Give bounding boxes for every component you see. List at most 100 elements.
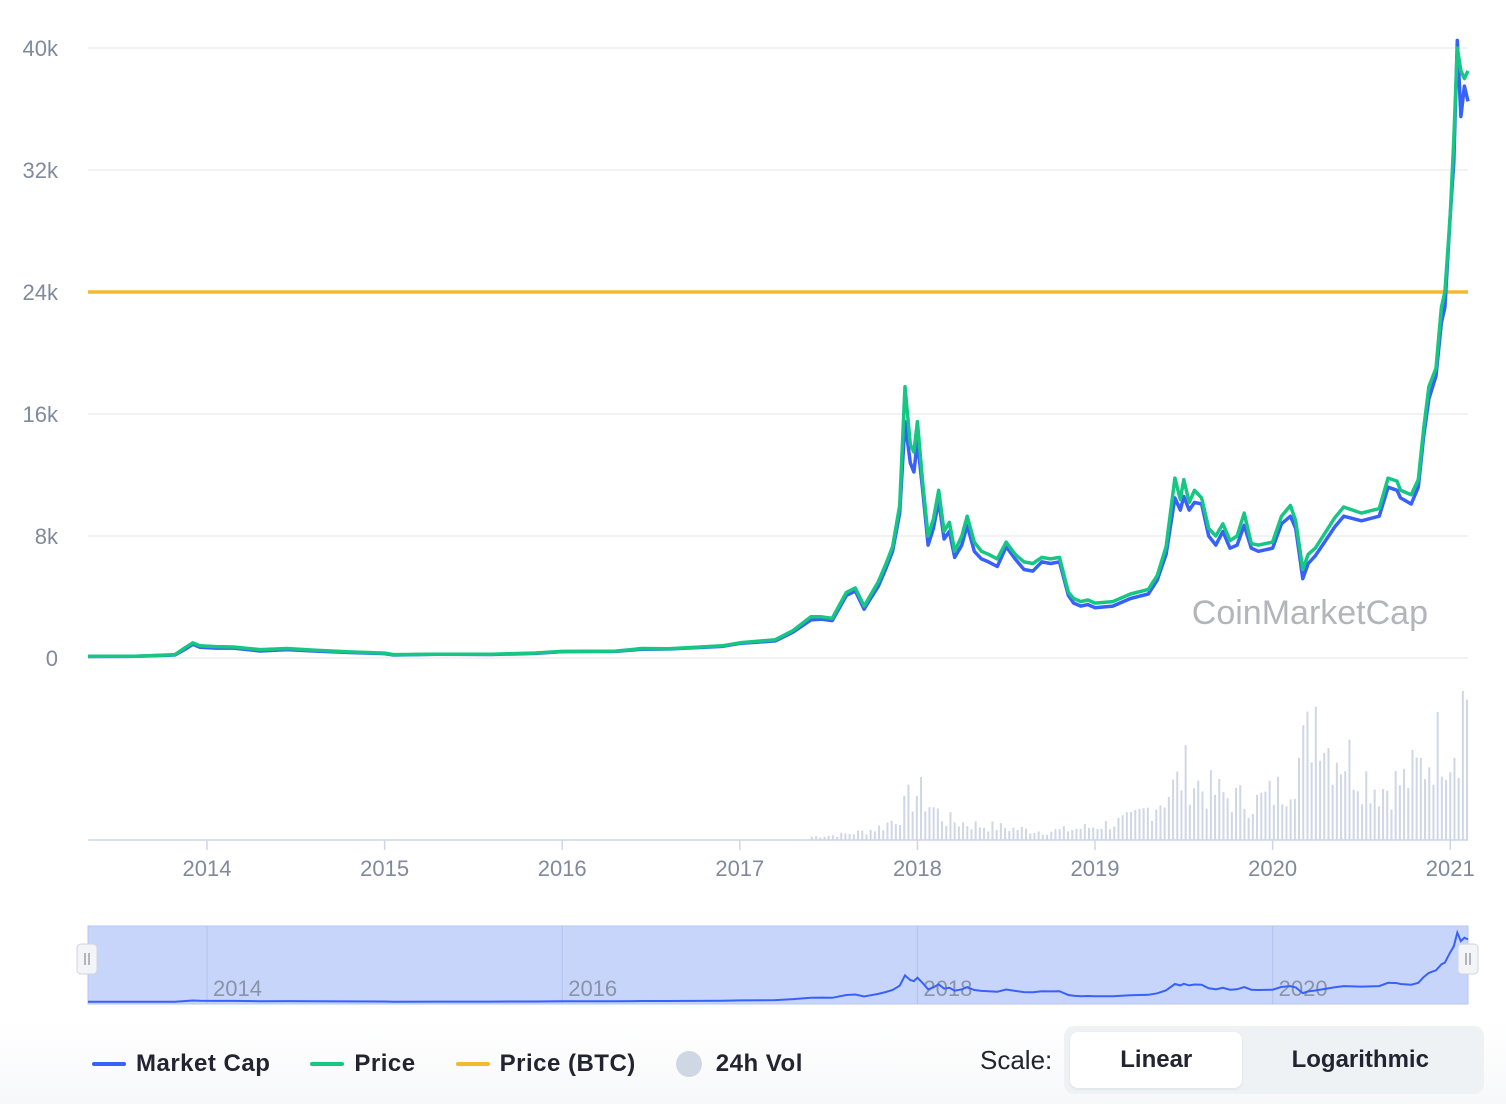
legend-item-price[interactable]: Price xyxy=(310,1050,415,1078)
volume-bar xyxy=(865,834,868,840)
volume-bar xyxy=(1100,828,1103,840)
volume-bar xyxy=(1243,808,1246,840)
x-tick-label: 2017 xyxy=(715,856,764,881)
volume-bar xyxy=(1180,790,1183,840)
volume-bar xyxy=(1277,776,1280,840)
volume-bar xyxy=(911,811,914,840)
volume-bar xyxy=(1096,829,1099,840)
volume-dot-icon xyxy=(675,1051,702,1077)
chart-legend: Market Cap Price Price (BTC) 24h Vol xyxy=(92,1046,803,1082)
volume-bar xyxy=(823,836,826,840)
market-cap-swatch xyxy=(92,1062,126,1066)
volume-bar xyxy=(844,833,847,840)
volume-bar xyxy=(1041,834,1044,840)
navigator-tick-label: 2020 xyxy=(1279,976,1328,1001)
volume-bar xyxy=(1390,809,1393,840)
volume-bar xyxy=(1293,798,1296,840)
volume-bar xyxy=(1083,824,1086,840)
volume-bar xyxy=(1407,788,1410,840)
volume-bar xyxy=(957,826,960,840)
volume-bar xyxy=(1247,817,1250,840)
volume-bar xyxy=(974,821,977,840)
volume-bar xyxy=(1159,805,1162,840)
volume-bar xyxy=(861,830,864,840)
volume-bar xyxy=(1020,827,1023,840)
volume-bar xyxy=(1193,788,1196,840)
volume-bar xyxy=(840,832,843,840)
navigator-handle-right[interactable] xyxy=(1457,943,1479,975)
volume-bar xyxy=(1033,833,1036,840)
y-tick-label: 8k xyxy=(35,524,59,549)
volume-bar xyxy=(857,830,860,840)
volume-bar xyxy=(1449,772,1452,840)
volume-bar xyxy=(1352,789,1355,840)
volume-bar xyxy=(1037,831,1040,840)
volume-bar xyxy=(1361,804,1364,840)
navigator-selected-range[interactable] xyxy=(87,925,1469,1005)
volume-bar xyxy=(1184,745,1187,840)
volume-bar xyxy=(1167,796,1170,840)
volume-bar xyxy=(1440,776,1443,840)
volume-bar xyxy=(1419,757,1422,840)
volume-bars xyxy=(810,690,1469,840)
volume-bar xyxy=(1058,829,1061,840)
volume-bar xyxy=(1222,792,1225,840)
volume-bar xyxy=(1109,829,1112,840)
x-axis-ticks: 2014 2015 2016 2017 2018 2019 2020 2021 xyxy=(183,840,1475,881)
volume-bar xyxy=(869,829,872,840)
volume-bar xyxy=(1466,699,1469,840)
volume-bar xyxy=(1146,807,1149,840)
legend-item-market-cap[interactable]: Market Cap xyxy=(92,1050,270,1078)
scale-selector: Scale: Linear Logarithmic xyxy=(980,1020,1485,1100)
volume-bar xyxy=(1235,787,1238,840)
legend-label: 24h Vol xyxy=(715,1050,803,1077)
volume-bar xyxy=(848,833,851,840)
x-tick-label: 2016 xyxy=(538,856,587,881)
volume-bar xyxy=(1008,831,1011,840)
volume-bar xyxy=(1130,811,1133,840)
x-tick-label: 2014 xyxy=(183,856,232,881)
volume-bar xyxy=(1398,785,1401,840)
volume-bar xyxy=(1104,821,1107,840)
volume-bar xyxy=(995,830,998,840)
x-tick-label: 2018 xyxy=(893,856,942,881)
volume-bar xyxy=(1302,725,1305,840)
volume-bar xyxy=(1113,826,1116,840)
x-tick-label: 2015 xyxy=(360,856,409,881)
volume-bar xyxy=(1268,780,1271,840)
scale-linear-button[interactable]: Linear xyxy=(1070,1032,1243,1088)
volume-bar xyxy=(962,822,965,840)
volume-bar xyxy=(1067,831,1070,840)
volume-bar xyxy=(878,825,881,840)
volume-bar xyxy=(890,820,893,840)
volume-bar xyxy=(966,826,969,840)
volume-bar xyxy=(1214,794,1217,840)
legend-item-price-btc[interactable]: Price (BTC) xyxy=(455,1050,636,1078)
navigator-handle-left[interactable] xyxy=(76,943,98,975)
volume-bar xyxy=(1205,808,1208,840)
volume-bar xyxy=(1335,762,1338,840)
volume-bar xyxy=(1176,771,1179,840)
volume-bar xyxy=(1310,762,1313,840)
volume-bar xyxy=(1356,791,1359,840)
volume-bar xyxy=(953,822,956,840)
volume-bar xyxy=(1201,791,1204,840)
volume-bar xyxy=(983,827,986,840)
volume-bar xyxy=(1453,757,1456,840)
volume-bar xyxy=(1088,827,1091,840)
volume-bar xyxy=(1260,792,1263,840)
legend-item-24h-vol[interactable]: 24h Vol xyxy=(675,1050,803,1078)
volume-bar xyxy=(1373,789,1376,840)
navigator-gridlines xyxy=(206,926,1274,1004)
volume-bar xyxy=(949,812,952,840)
volume-bar xyxy=(1239,785,1242,840)
scale-logarithmic-button[interactable]: Logarithmic xyxy=(1291,1046,1429,1073)
volume-bar xyxy=(1230,812,1233,840)
volume-bar xyxy=(1012,827,1015,840)
volume-bar xyxy=(1432,784,1435,840)
range-navigator[interactable]: 2014 2016 2018 2020 xyxy=(76,925,1479,1005)
volume-bar xyxy=(987,831,990,840)
volume-bar xyxy=(1377,806,1380,840)
x-tick-label: 2020 xyxy=(1248,856,1297,881)
